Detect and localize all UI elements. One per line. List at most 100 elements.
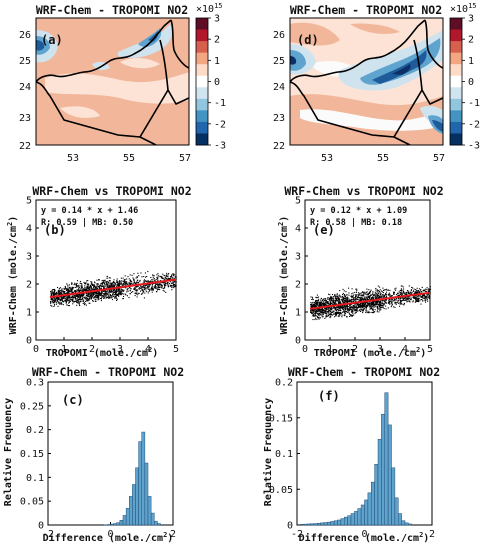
scatter-point	[341, 316, 343, 318]
scatter-point	[317, 311, 319, 313]
scatter-point	[329, 307, 331, 309]
scatter-point	[409, 301, 411, 303]
svg-text:26: 26	[19, 30, 31, 41]
scatter-point	[327, 308, 329, 310]
histogram-bars	[104, 431, 161, 526]
scatter-point	[317, 305, 319, 307]
scatter-point	[372, 302, 374, 304]
scatter-point	[428, 295, 430, 297]
scatter-point	[369, 302, 371, 304]
scatter-point	[67, 295, 69, 297]
scatter-point	[356, 288, 358, 290]
scatter-point	[136, 275, 138, 278]
scatter-point	[87, 289, 89, 291]
scatter-point	[70, 299, 72, 301]
scatter-point	[340, 299, 342, 301]
scatter-point	[147, 271, 149, 273]
scatter-point	[333, 298, 335, 300]
scatter-point	[166, 275, 168, 277]
scatter-point	[125, 294, 127, 296]
scatter-point	[335, 298, 338, 300]
scatter-point	[72, 295, 74, 297]
scatter-point	[92, 300, 94, 302]
scatter-point	[336, 293, 338, 295]
scatter-point	[77, 296, 79, 298]
scatter-point	[343, 294, 345, 296]
scatter-point	[91, 282, 93, 284]
scatter-point	[317, 302, 319, 304]
scatter-point	[342, 292, 344, 295]
scatter-point	[346, 305, 348, 307]
colorbar-tick-label: -1	[468, 98, 480, 109]
scatter-point	[334, 295, 336, 297]
scatter-point	[390, 295, 392, 297]
scatter-point	[401, 300, 403, 302]
scatter-point	[103, 290, 105, 292]
scatter-point	[322, 303, 324, 305]
scatter-point	[68, 300, 70, 302]
scatter-point	[50, 294, 52, 296]
scatter-point	[116, 299, 118, 302]
scatter-point	[152, 274, 154, 276]
scatter-point	[377, 290, 379, 292]
scatter-point	[371, 312, 373, 314]
scatter-point	[64, 288, 66, 290]
scatter-point	[77, 301, 79, 303]
scatter-point	[153, 275, 155, 277]
scatter-point	[86, 280, 88, 282]
scatter-point	[68, 289, 70, 292]
scatter-point	[118, 284, 120, 286]
scatter-point	[116, 298, 118, 300]
scatter-point	[73, 284, 75, 286]
scatter-point	[69, 296, 71, 298]
scatter-point	[79, 290, 81, 292]
scatter-point	[157, 286, 159, 288]
scatter-point	[69, 300, 72, 302]
scatter-point	[371, 308, 373, 310]
scatter-point	[359, 310, 362, 313]
scatter-point	[405, 292, 407, 294]
scatter-point	[152, 277, 154, 279]
scatter-point	[68, 296, 70, 298]
scatter-point	[374, 295, 376, 297]
scatter-point	[74, 290, 77, 292]
scatter-point	[76, 297, 78, 299]
scatter-point	[340, 301, 342, 303]
scatter-point	[170, 286, 173, 288]
svg-text:24: 24	[273, 82, 285, 93]
svg-text:26: 26	[273, 30, 285, 41]
scatter-point	[399, 298, 401, 300]
scatter-point	[332, 296, 334, 298]
scatter-point	[71, 283, 73, 285]
scatter-point	[134, 295, 136, 297]
scatter-point	[162, 287, 164, 290]
scatter-point	[156, 278, 158, 280]
scatter-point	[401, 303, 403, 305]
scatter-point	[86, 286, 88, 288]
scatter-point	[359, 294, 361, 296]
scatter-point	[379, 306, 381, 308]
scatter-point	[173, 284, 176, 286]
scatter-point	[103, 286, 105, 288]
scatter-point	[78, 285, 80, 287]
scatter-point	[107, 283, 109, 286]
scatter-point	[86, 297, 88, 299]
scatter-point	[78, 289, 80, 291]
scatter-point	[51, 289, 54, 291]
scatter-point	[115, 281, 118, 283]
scatter-point	[357, 296, 359, 298]
scatter-point	[109, 294, 111, 296]
scatter-point	[355, 306, 357, 308]
scatter-point	[397, 292, 399, 294]
scatter-point	[98, 296, 100, 298]
panel-f-ylabel: Relative Frequency	[262, 398, 274, 506]
scatter-point	[362, 294, 364, 296]
scatter-point	[85, 300, 87, 302]
scatter-point	[395, 289, 397, 291]
scatter-point	[340, 296, 342, 299]
scatter-point	[59, 291, 61, 293]
scatter-point	[345, 299, 347, 302]
scatter-point	[110, 282, 112, 284]
scatter-point	[382, 292, 385, 294]
scatter-point	[327, 302, 329, 304]
